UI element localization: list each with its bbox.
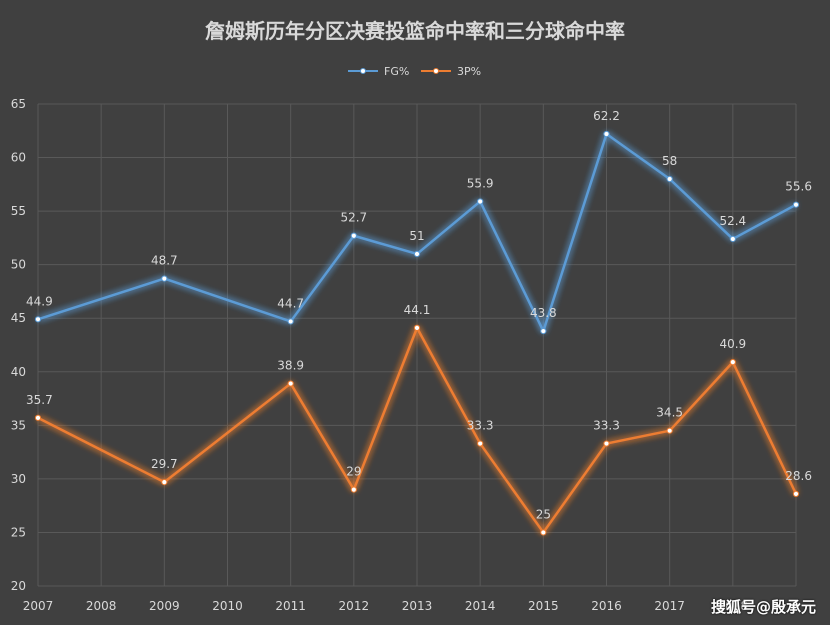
legend-marker (433, 68, 439, 74)
x-tick-label: 2018 (718, 599, 749, 613)
data-label: 38.9 (277, 359, 304, 373)
y-tick-label: 60 (11, 151, 26, 165)
x-tick-label: 2011 (275, 599, 306, 613)
data-label: 35.7 (26, 393, 53, 407)
data-label: 25 (536, 507, 551, 521)
watermark: 搜狐号@殷承元 (710, 598, 816, 616)
data-label: 58 (662, 154, 677, 168)
chart-title: 詹姆斯历年分区决赛投篮命中率和三分球命中率 (205, 19, 625, 43)
data-point (161, 479, 168, 486)
x-tick-label: 2013 (402, 599, 433, 613)
data-label: 40.9 (719, 337, 746, 351)
y-tick-label: 65 (11, 97, 26, 111)
data-point (350, 232, 357, 239)
data-label: 33.3 (593, 419, 620, 433)
y-tick-label: 50 (11, 258, 26, 272)
data-label: 44.7 (277, 296, 304, 310)
data-label: 52.4 (719, 214, 746, 228)
data-label: 55.6 (785, 180, 812, 194)
data-point (666, 427, 673, 434)
data-point (34, 316, 42, 323)
series-group (34, 130, 800, 536)
data-point (792, 490, 800, 497)
data-label: 62.2 (593, 109, 620, 123)
data-label: 51 (409, 229, 424, 243)
y-tick-label: 45 (11, 311, 26, 325)
x-tick-label: 2009 (149, 599, 180, 613)
x-tick-label: 2012 (339, 599, 370, 613)
y-tick-label: 35 (11, 418, 26, 432)
data-label: 44.9 (26, 294, 53, 308)
x-tick-label: 2010 (212, 599, 243, 613)
legend: FG% 3P% (348, 65, 481, 78)
x-tick-label: 2014 (465, 599, 496, 613)
legend-label: FG% (384, 65, 409, 78)
data-label: 44.1 (404, 303, 431, 317)
data-point (540, 327, 547, 335)
data-point (161, 275, 168, 282)
data-label: 43.8 (530, 306, 557, 320)
data-point (540, 529, 547, 536)
y-tick-label: 55 (11, 204, 26, 218)
data-label: 29.7 (151, 457, 178, 471)
data-point (792, 201, 800, 208)
gridlines (37, 103, 797, 587)
data-point (666, 175, 673, 183)
y-tick-label: 25 (11, 525, 26, 539)
data-label: 55.9 (467, 176, 494, 190)
data-point (603, 440, 610, 447)
data-point (350, 486, 357, 493)
data-label: 34.5 (656, 406, 683, 420)
x-tick-label: 2015 (528, 599, 559, 613)
data-label: 48.7 (151, 254, 178, 268)
data-point (729, 359, 736, 366)
y-tick-label: 20 (11, 579, 26, 593)
data-point (729, 235, 736, 243)
data-point (287, 380, 294, 387)
data-point (477, 440, 484, 447)
x-tick-label: 2008 (86, 599, 117, 613)
x-tick-label: 2007 (23, 599, 54, 613)
data-labels: 44.9 48.7 44.7 52.7 51 55.9 43.8 62.2 58 52.4 55.6… (26, 109, 812, 521)
data-label: 33.3 (467, 419, 494, 433)
y-tick-label: 40 (11, 365, 26, 379)
data-point (287, 318, 294, 325)
x-tick-label: 2017 (654, 599, 685, 613)
y-axis-ticks: 20 25 30 35 40 45 50 55 60 65 (11, 97, 26, 593)
data-point (603, 130, 610, 138)
data-label: 29 (346, 465, 361, 479)
data-point (34, 414, 42, 421)
data-point (477, 198, 484, 205)
data-label: 52.7 (340, 211, 367, 225)
legend-label: 3P% (457, 65, 481, 78)
y-tick-label: 30 (11, 472, 26, 486)
data-label: 28.6 (785, 469, 812, 483)
data-point (413, 250, 421, 258)
data-point (413, 324, 421, 331)
x-axis-ticks: 2007 2008 2009 2010 2011 2012 2013 2014 2015 2016… (23, 599, 748, 613)
legend-marker (360, 68, 366, 74)
x-tick-label: 2016 (591, 599, 622, 613)
